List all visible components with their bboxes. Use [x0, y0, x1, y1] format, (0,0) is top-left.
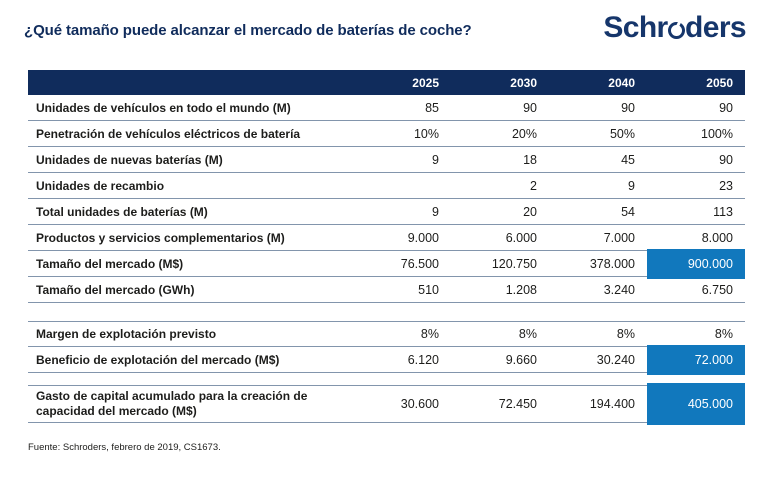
- schroders-logo: Schr ders: [603, 11, 746, 45]
- table-row: Margen de explotación previsto 8% 8% 8% 8%: [28, 321, 745, 347]
- value-cell: 72.450: [498, 397, 537, 411]
- value-cell: 18: [523, 153, 537, 167]
- value-cell: 8%: [420, 327, 439, 341]
- value-cell: 45: [621, 153, 635, 167]
- value-cell: 8%: [616, 327, 635, 341]
- table-row: Unidades de recambio 2 9 23: [28, 173, 745, 199]
- value-cell: 50%: [609, 127, 635, 141]
- value-cell: 113: [713, 205, 733, 219]
- logo-text-right: ders: [685, 11, 747, 44]
- table-row: Beneficio de explotación del mercado (M$…: [28, 347, 745, 373]
- table-row: Gasto de capital acumulado para la creac…: [28, 385, 745, 423]
- value-cell: 6.000: [505, 231, 537, 245]
- row-label: Unidades de vehículos en todo el mundo (…: [36, 100, 291, 115]
- value-cell: 7.000: [603, 231, 635, 245]
- value-cell: 90: [719, 153, 733, 167]
- row-label: Tamaño del mercado (GWh): [36, 282, 195, 297]
- value-cell: 8%: [518, 327, 537, 341]
- value-cell: 10%: [413, 127, 439, 141]
- column-header-2030: 2030: [510, 75, 537, 90]
- source-note: Fuente: Schroders, febrero de 2019, CS16…: [28, 442, 221, 453]
- value-cell: 76.500: [400, 257, 439, 271]
- value-cell: 85: [425, 101, 439, 115]
- value-cell: 54: [621, 205, 635, 219]
- value-cell: 30.600: [400, 397, 439, 411]
- table-row: Unidades de nuevas baterías (M) 9 18 45 90: [28, 147, 745, 173]
- value-cell: 6.750: [701, 283, 733, 297]
- column-header-2025: 2025: [412, 75, 439, 90]
- row-label: Productos y servicios complementarios (M…: [36, 230, 285, 245]
- row-label: Penetración de vehículos eléctricos de b…: [36, 126, 301, 141]
- value-cell: 9: [432, 153, 439, 167]
- value-cell: 9.660: [505, 353, 537, 367]
- row-label: Unidades de recambio: [36, 178, 165, 193]
- value-cell: 100%: [701, 127, 733, 141]
- value-cell: 90: [523, 101, 537, 115]
- table-row: Total unidades de baterías (M) 9 20 54 113: [28, 199, 745, 225]
- value-cell: 2: [530, 179, 537, 193]
- table-row: Tamaño del mercado (M$) 76.500 120.750 378.…: [28, 251, 745, 277]
- value-cell: 90: [621, 101, 635, 115]
- table-row: Tamaño del mercado (GWh) 510 1.208 3.240 6.7…: [28, 277, 745, 303]
- page-title: ¿Qué tamaño puede alcanzar el mercado de…: [24, 22, 472, 39]
- value-cell: 510: [418, 283, 439, 297]
- value-cell: 120.750: [491, 257, 537, 271]
- value-cell-highlighted: 405.000: [647, 385, 745, 423]
- value-cell: 90: [719, 101, 733, 115]
- value-cell: 9.000: [407, 231, 439, 245]
- row-label: Beneficio de explotación del mercado (M$…: [36, 352, 280, 367]
- row-label: Tamaño del mercado (M$): [36, 256, 184, 271]
- value-cell: 378.000: [589, 257, 635, 271]
- table-row: Productos y servicios complementarios (M…: [28, 225, 745, 251]
- column-header-2050: 2050: [706, 75, 733, 90]
- value-cell: 8.000: [701, 231, 733, 245]
- value-cell: 9: [628, 179, 635, 193]
- value-cell-highlighted: 900.000: [647, 251, 745, 277]
- value-cell: 6.120: [407, 353, 439, 367]
- value-cell: 194.400: [589, 397, 635, 411]
- column-header-2040: 2040: [608, 75, 635, 90]
- table-block-2: Margen de explotación previsto 8% 8% 8% 8% Be…: [28, 321, 745, 373]
- table-row: Unidades de vehículos en todo el mundo (…: [28, 95, 745, 121]
- value-cell: 8%: [714, 327, 733, 341]
- table-block-1: Unidades de vehículos en todo el mundo (…: [28, 95, 745, 303]
- value-cell: 3.240: [603, 283, 635, 297]
- value-cell: 1.208: [505, 283, 537, 297]
- market-size-table: 2025 2030 2040 2050 Unidades de vehículos e…: [28, 70, 745, 423]
- value-cell: 20: [523, 205, 537, 219]
- schroders-notched-o-icon: [667, 21, 685, 39]
- value-cell: 23: [719, 179, 733, 193]
- table-block-3: Gasto de capital acumulado para la creac…: [28, 385, 745, 423]
- value-cell-highlighted: 72.000: [647, 347, 745, 373]
- row-label: Total unidades de baterías (M): [36, 204, 208, 219]
- value-cell: 9: [432, 205, 439, 219]
- row-label: Gasto de capital acumulado para la creac…: [36, 389, 308, 418]
- row-label: Margen de explotación previsto: [36, 326, 217, 341]
- table-header-row: 2025 2030 2040 2050: [28, 70, 745, 95]
- table-row: Penetración de vehículos eléctricos de b…: [28, 121, 745, 147]
- value-cell: 20%: [511, 127, 537, 141]
- value-cell: 30.240: [596, 353, 635, 367]
- logo-text-left: Schr: [603, 11, 668, 44]
- row-label: Unidades de nuevas baterías (M): [36, 152, 223, 167]
